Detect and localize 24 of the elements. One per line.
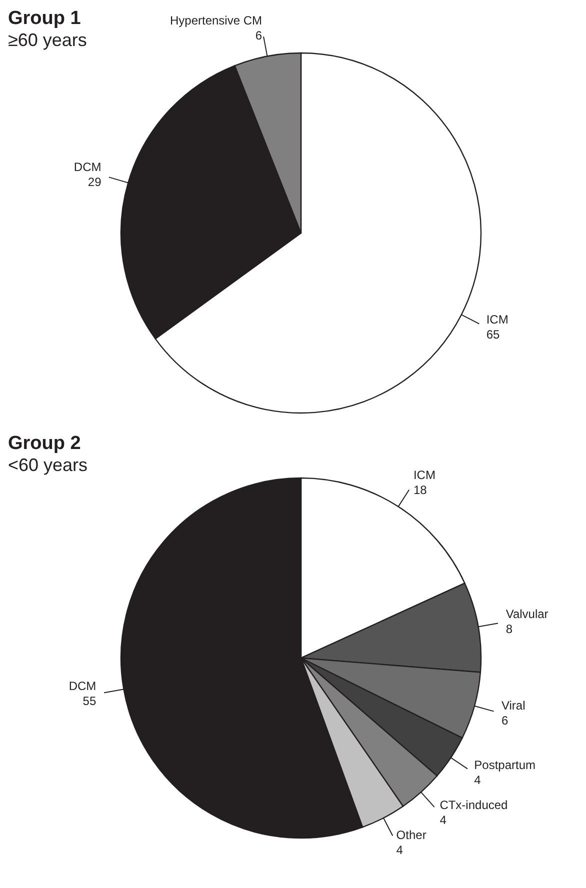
chart-subtitle: <60 years xyxy=(8,455,88,476)
slice-label: Valvular xyxy=(506,606,548,621)
slice-label: Viral xyxy=(501,698,526,712)
data-label: 4 xyxy=(474,773,482,788)
data-label: 29 xyxy=(88,174,102,189)
data-label: 6 xyxy=(501,713,508,728)
chart-title: Group 2 xyxy=(8,433,82,455)
slice-label: DCM xyxy=(74,160,102,174)
slice-label: Other xyxy=(396,828,426,842)
slice-label: DCM xyxy=(68,679,96,694)
data-label: 55 xyxy=(82,694,96,708)
data-label: 18 xyxy=(413,483,428,498)
data-label: 65 xyxy=(486,327,500,342)
data-label: 4 xyxy=(396,842,404,857)
slice-label: Hypertensive CM xyxy=(170,14,262,28)
data-label: 8 xyxy=(506,622,513,636)
slice-label: ICM xyxy=(486,312,508,326)
slice-label: Postpartum xyxy=(474,758,536,772)
chart-title: Group 1 xyxy=(8,8,82,30)
slice-label: ICM xyxy=(413,468,436,482)
data-label: 4 xyxy=(440,813,447,828)
data-label: 6 xyxy=(255,28,262,43)
slice-label: CTx-induced xyxy=(440,798,508,812)
text: ≥60 years xyxy=(8,30,87,51)
